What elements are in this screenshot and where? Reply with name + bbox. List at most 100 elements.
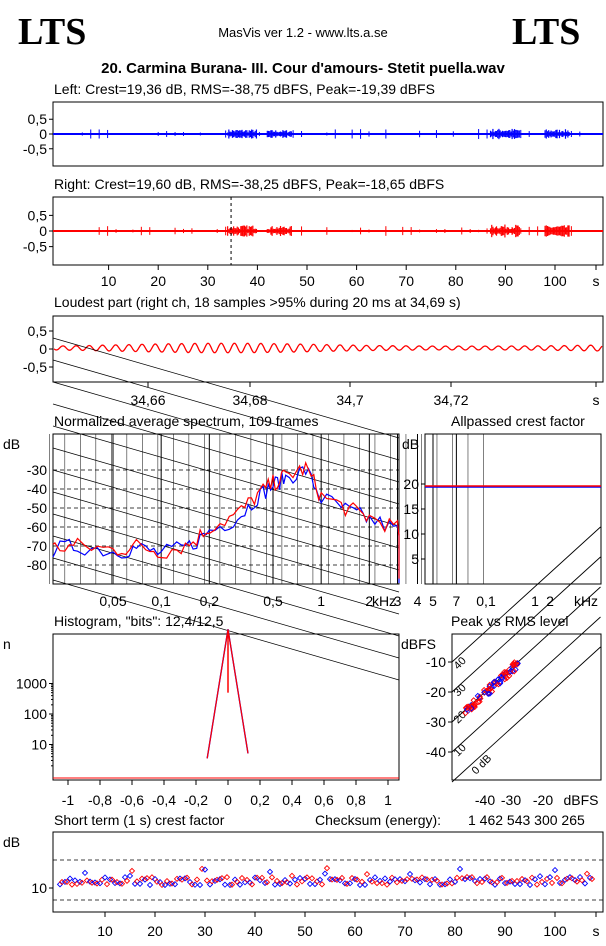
short-term-crest-point [306, 880, 314, 888]
short-term-crest-point [213, 876, 221, 884]
short-term-crest-xtick: 20 [147, 923, 163, 939]
right-channel-title: Right: Crest=19,60 dB, RMS=-38,25 dBFS, … [54, 176, 445, 192]
peak-rms-point [509, 668, 516, 675]
short-term-crest-point [456, 865, 464, 873]
crest-factor-xtick: 0,1 [476, 593, 496, 609]
histogram-xtick: -0,2 [184, 792, 208, 808]
peak-rms-point [496, 680, 504, 687]
short-term-crest-point [291, 876, 299, 883]
short-term-crest-point [248, 881, 256, 888]
short-term-crest-point [211, 877, 219, 885]
peak-rms-point [476, 693, 483, 700]
short-term-crest-point [556, 879, 564, 887]
peak-rms-point [511, 668, 518, 675]
loudest-part-title: Loudest part (right ch, 18 samples >95% … [54, 294, 461, 310]
short-term-crest-point [441, 881, 449, 888]
short-term-crest-point [336, 877, 344, 884]
time-axis-label: 20 [150, 273, 166, 289]
short-term-crest-point [326, 875, 334, 883]
short-term-crest-point [558, 880, 566, 887]
short-term-crest-point [303, 874, 311, 881]
peak-rms-diagonal [451, 526, 601, 663]
short-term-crest-xtick: 10 [97, 923, 113, 939]
short-term-crest-point [263, 879, 271, 886]
short-term-crest-point [221, 881, 229, 888]
spectrum-slope-line [52, 403, 400, 505]
spectrum-slope-line [52, 513, 400, 615]
spectrum-xtick: 0,5 [263, 593, 283, 609]
peak-rms-point [502, 671, 509, 678]
short-term-crest-point [538, 878, 546, 886]
short-term-crest-point [328, 876, 336, 883]
short-term-crest-point [478, 878, 486, 886]
loudest-part-ytick-label: 0,5 [28, 323, 48, 339]
short-term-crest-point [436, 881, 444, 888]
histogram-xtick: 0,4 [282, 792, 302, 808]
short-term-crest-point [358, 878, 366, 885]
short-term-crest-point [381, 875, 389, 882]
spectrum-ytick: -70 [27, 538, 47, 554]
lts-logo-left: LTS [18, 11, 87, 53]
time-axis-label: 10 [101, 273, 117, 289]
short-term-crest-point [451, 878, 459, 885]
short-term-crest-point [361, 881, 369, 888]
short-term-crest-point [386, 878, 394, 885]
short-term-crest-point [546, 874, 554, 881]
short-term-crest-point [433, 877, 441, 884]
short-term-crest-point [143, 875, 151, 882]
short-term-crest-point [268, 874, 276, 881]
peak-rms-xtick: -40 [475, 792, 495, 808]
short-term-crest-point [113, 878, 121, 886]
short-term-crest-point [413, 876, 421, 883]
checksum-value: 1 462 543 300 265 [468, 812, 585, 828]
short-term-crest-point [56, 881, 64, 888]
peak-rms-title: Peak vs RMS level [451, 613, 569, 629]
short-term-crest-point [106, 876, 114, 883]
short-term-crest-point [348, 874, 356, 882]
short-term-crest-point [216, 876, 224, 883]
short-term-crest-xtick: 30 [197, 923, 213, 939]
short-term-crest-point [506, 878, 514, 885]
peak-rms-point [490, 678, 498, 686]
short-term-crest-point [351, 875, 359, 883]
time-axis-label: 100 [543, 273, 567, 289]
short-term-crest-point [581, 880, 589, 887]
file-name: 20. Carmina Burana- III. Cour d'amours- … [101, 60, 505, 77]
short-term-crest-point [408, 875, 416, 882]
short-term-crest-point [453, 874, 461, 881]
loudest-part-xlabel: s [593, 392, 600, 408]
peak-rms-point [474, 692, 481, 700]
crest-factor-title: Allpassed crest factor [451, 413, 585, 429]
short-term-crest-point [181, 875, 189, 882]
spectrum-series-left [52, 466, 400, 583]
short-term-crest-point [256, 877, 264, 884]
short-term-crest-point [108, 876, 116, 883]
short-term-crest-point [146, 881, 154, 889]
short-term-crest-point [466, 875, 474, 882]
short-term-crest-point [508, 877, 516, 885]
short-term-crest-point [403, 876, 411, 883]
short-term-crest-point [363, 871, 371, 878]
histogram-xtick: -0,8 [88, 792, 112, 808]
short-term-crest-point [443, 880, 451, 887]
peak-rms-diagonal [451, 556, 601, 693]
short-term-crest-point [61, 878, 69, 886]
crest-factor-ytick: 10 [403, 526, 419, 542]
spectrum-ytick: -40 [27, 481, 47, 497]
peak-rms-xtick: -20 [533, 792, 553, 808]
short-term-crest-point [513, 877, 521, 885]
short-term-crest-point [203, 877, 211, 884]
left-channel-ytick-label: 0,5 [28, 111, 48, 127]
crest-factor-xtick: 2 [546, 593, 554, 609]
peak-rms-ytick: -20 [426, 684, 446, 700]
peak-rms-diagonal [451, 586, 601, 723]
spectrum-slope-line [52, 447, 400, 549]
short-term-crest-point [498, 874, 506, 882]
spectrum-xtick: kHz [372, 593, 396, 609]
short-term-crest-point [208, 878, 216, 885]
time-axis-label: 60 [349, 273, 365, 289]
short-term-crest-point [323, 865, 331, 872]
histogram-xtick: 0,6 [314, 792, 334, 808]
histogram-xtick: 0,8 [346, 792, 366, 808]
